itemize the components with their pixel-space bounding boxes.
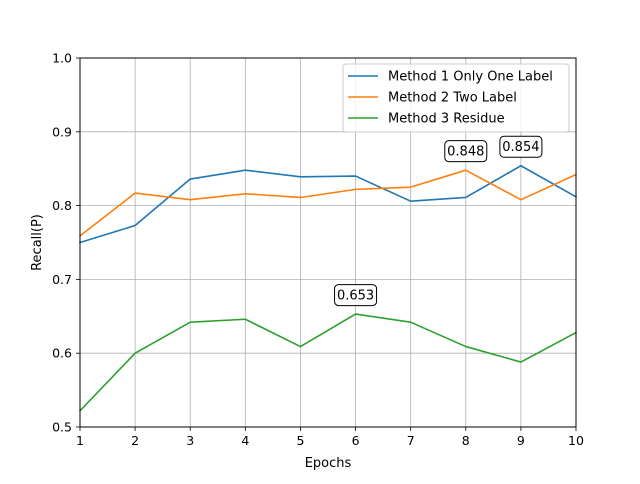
x-tick-label: 10 bbox=[568, 433, 584, 448]
y-tick-label: 0.7 bbox=[52, 272, 72, 287]
x-tick-label: 9 bbox=[517, 433, 525, 448]
x-tick-label: 2 bbox=[131, 433, 139, 448]
annotation-box bbox=[444, 140, 488, 163]
annotations: 0.848 0.854 0.653 bbox=[334, 135, 543, 307]
x-tick-label: 7 bbox=[407, 433, 415, 448]
x-tick-label: 5 bbox=[296, 433, 304, 448]
annotation-label: 0.653 bbox=[337, 289, 374, 304]
x-tick-label: 4 bbox=[241, 433, 249, 448]
series-lines bbox=[78, 164, 578, 412]
x-tick-label: 1 bbox=[76, 433, 84, 448]
legend: Method 1 Only One Label Method 2 Two Labe… bbox=[342, 63, 570, 133]
legend-box bbox=[342, 63, 570, 133]
y-axis-label: Recall(P) bbox=[30, 214, 45, 271]
annotation-box bbox=[334, 284, 378, 307]
x-tick-label: 8 bbox=[462, 433, 470, 448]
legend-label-method-1: Method 1 Only One Label bbox=[388, 70, 553, 85]
y-tick-label: 1.0 bbox=[52, 51, 72, 66]
x-tick-label: 6 bbox=[352, 433, 360, 448]
y-tick-label: 0.9 bbox=[52, 124, 72, 139]
legend-label-method-3: Method 3 Residue bbox=[388, 112, 505, 127]
y-tick-label: 0.6 bbox=[52, 346, 72, 361]
axis-ticks: 1 2 3 4 5 6 7 8 9 10 0.5 0.6 0.7 0.8 0.9 1.0 bbox=[52, 51, 584, 449]
series-line-method-1 bbox=[78, 164, 578, 244]
annotation-label: 0.854 bbox=[502, 140, 539, 155]
plot-frame bbox=[79, 57, 577, 428]
legend-label-method-2: Method 2 Two Label bbox=[388, 91, 517, 106]
series-line-method-3 bbox=[78, 313, 578, 412]
series-line-method-2 bbox=[78, 169, 578, 237]
x-tick-label: 3 bbox=[186, 433, 194, 448]
y-tick-label: 0.8 bbox=[52, 198, 72, 213]
y-tick-label: 0.5 bbox=[52, 420, 72, 435]
x-axis-label: Epochs bbox=[305, 456, 352, 471]
annotation-box bbox=[499, 135, 543, 158]
annotation-label: 0.848 bbox=[447, 145, 484, 160]
